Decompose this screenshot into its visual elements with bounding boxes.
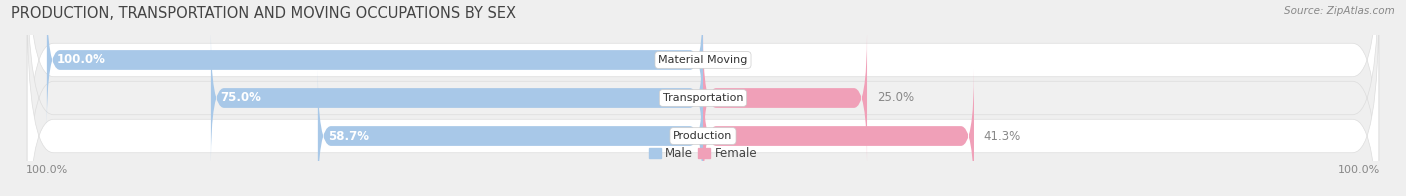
FancyBboxPatch shape [27,1,1379,196]
Text: 100.0%: 100.0% [56,54,105,66]
FancyBboxPatch shape [27,0,1379,195]
FancyBboxPatch shape [211,32,703,164]
Text: 58.7%: 58.7% [328,130,368,142]
Text: 41.3%: 41.3% [984,130,1021,142]
FancyBboxPatch shape [27,0,1379,196]
FancyBboxPatch shape [703,32,868,164]
Text: Material Moving: Material Moving [658,55,748,65]
Text: 25.0%: 25.0% [877,92,914,104]
Text: PRODUCTION, TRANSPORTATION AND MOVING OCCUPATIONS BY SEX: PRODUCTION, TRANSPORTATION AND MOVING OC… [11,6,516,21]
FancyBboxPatch shape [46,0,703,126]
Text: 0.0%: 0.0% [713,54,742,66]
FancyBboxPatch shape [318,70,703,196]
FancyBboxPatch shape [703,70,974,196]
Text: Transportation: Transportation [662,93,744,103]
Legend: Male, Female: Male, Female [644,142,762,165]
Text: 75.0%: 75.0% [221,92,262,104]
Text: Source: ZipAtlas.com: Source: ZipAtlas.com [1284,6,1395,16]
Text: Production: Production [673,131,733,141]
